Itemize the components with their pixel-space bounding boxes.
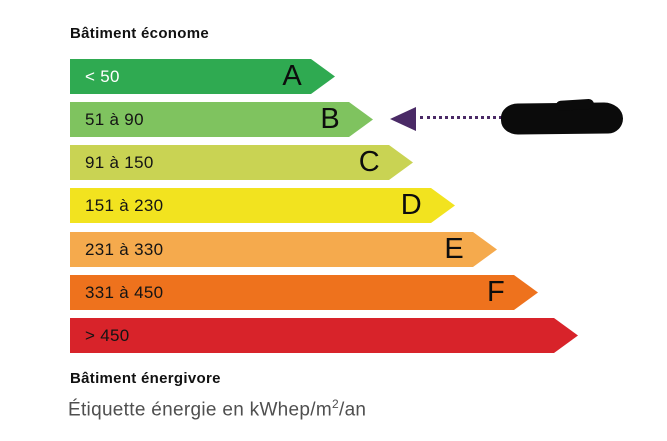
- energy-grade-letter: D: [400, 188, 422, 221]
- chart-caption: Étiquette énergie en kWhep/m2/an: [68, 397, 366, 421]
- dotted-leader-line: [420, 116, 502, 119]
- energy-range-label: 331 à 450: [85, 283, 164, 302]
- energy-bar-E: 231 à 330 E: [70, 232, 497, 267]
- energy-grade-letter: B: [320, 102, 340, 135]
- energy-bar-C: 91 à 150 C: [70, 145, 413, 180]
- energy-bar-A: < 50 A: [70, 59, 335, 94]
- energy-range-label: > 450: [85, 326, 130, 345]
- caption-superscript: 2: [332, 397, 339, 411]
- caption-suffix: /an: [338, 399, 367, 421]
- energy-grade-letter: E: [444, 232, 464, 265]
- energy-bar-D: 151 à 230 D: [70, 188, 455, 223]
- energy-grade-letter: A: [282, 59, 302, 92]
- energy-intensive-building-label: Bâtiment énergivore: [70, 370, 221, 387]
- energy-grade-letter: F: [486, 275, 505, 308]
- energy-grade-letter: C: [358, 145, 380, 178]
- energy-range-label: 91 à 150: [85, 153, 154, 172]
- energy-range-label: < 50: [85, 67, 120, 86]
- energy-range-label: 151 à 230: [85, 196, 164, 215]
- arrow-left-icon: [390, 107, 416, 131]
- energy-bar-B: 51 à 90 B: [70, 102, 373, 137]
- energy-range-label: 51 à 90: [85, 110, 144, 129]
- energy-bar-F: 331 à 450 F: [70, 275, 538, 310]
- economical-building-label: Bâtiment économe: [70, 25, 209, 42]
- energy-range-label: 231 à 330: [85, 240, 164, 259]
- caption-text: Étiquette énergie en kWhep/m: [68, 399, 332, 421]
- energy-bar-G: > 450: [70, 318, 578, 353]
- redacted-value-scribble: [500, 102, 624, 135]
